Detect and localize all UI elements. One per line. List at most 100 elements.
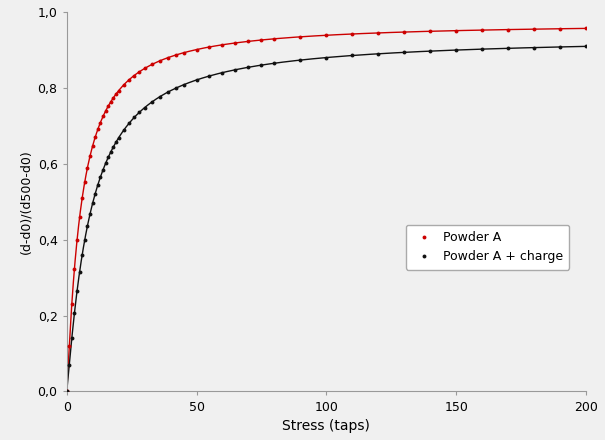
Powder A xyxy=(125,77,132,82)
Powder A + charge xyxy=(81,237,88,242)
Powder A + charge xyxy=(105,155,112,160)
Powder A xyxy=(71,266,78,271)
Powder A + charge xyxy=(322,55,330,60)
Powder A xyxy=(73,238,80,243)
Powder A + charge xyxy=(131,115,138,120)
Powder A xyxy=(113,92,120,97)
Powder A xyxy=(76,214,83,220)
Powder A + charge xyxy=(427,48,434,54)
Powder A xyxy=(141,66,148,71)
Powder A xyxy=(258,37,265,43)
Powder A xyxy=(110,95,117,100)
Powder A xyxy=(374,30,382,36)
Powder A + charge xyxy=(297,58,304,63)
Powder A xyxy=(271,36,278,41)
Powder A xyxy=(65,343,73,348)
Powder A xyxy=(87,154,94,159)
Powder A + charge xyxy=(557,44,564,50)
Powder A xyxy=(427,29,434,34)
Powder A + charge xyxy=(505,46,512,51)
Powder A xyxy=(91,135,99,140)
Powder A + charge xyxy=(73,289,80,294)
Powder A + charge xyxy=(76,269,83,275)
Powder A + charge xyxy=(71,311,78,316)
Powder A xyxy=(115,88,122,93)
Powder A xyxy=(232,40,239,46)
Legend: Powder A, Powder A + charge: Powder A, Powder A + charge xyxy=(405,225,569,270)
Powder A xyxy=(81,179,88,184)
Powder A xyxy=(89,143,96,149)
Powder A + charge xyxy=(113,139,120,145)
Powder A + charge xyxy=(87,211,94,216)
Powder A xyxy=(79,195,86,201)
Line: Powder A + charge: Powder A + charge xyxy=(65,44,588,393)
Powder A xyxy=(453,28,460,33)
Powder A + charge xyxy=(79,252,86,257)
Powder A xyxy=(348,31,356,37)
Powder A xyxy=(136,69,143,74)
X-axis label: Stress (taps): Stress (taps) xyxy=(283,419,370,433)
Powder A xyxy=(107,99,114,104)
Powder A + charge xyxy=(180,82,187,88)
Powder A xyxy=(120,82,128,88)
Powder A xyxy=(505,27,512,32)
Powder A + charge xyxy=(583,44,590,49)
Powder A + charge xyxy=(157,94,164,99)
Powder A xyxy=(149,62,156,67)
Powder A + charge xyxy=(120,128,128,133)
Powder A + charge xyxy=(102,161,110,166)
Powder A + charge xyxy=(65,363,73,368)
Powder A xyxy=(63,389,70,394)
Powder A + charge xyxy=(91,191,99,196)
Powder A + charge xyxy=(99,167,106,172)
Powder A xyxy=(206,44,213,50)
Powder A xyxy=(297,34,304,40)
Powder A xyxy=(97,120,104,125)
Powder A + charge xyxy=(348,53,356,58)
Powder A + charge xyxy=(115,135,122,140)
Powder A xyxy=(94,127,102,132)
Powder A + charge xyxy=(271,61,278,66)
Powder A + charge xyxy=(149,99,156,104)
Powder A xyxy=(131,73,138,78)
Powder A xyxy=(245,39,252,44)
Powder A xyxy=(219,42,226,48)
Powder A + charge xyxy=(219,70,226,75)
Powder A xyxy=(68,301,76,306)
Powder A + charge xyxy=(245,65,252,70)
Powder A xyxy=(99,114,106,119)
Powder A + charge xyxy=(89,201,96,206)
Powder A + charge xyxy=(172,85,179,91)
Powder A xyxy=(583,26,590,31)
Powder A xyxy=(157,58,164,63)
Powder A xyxy=(479,27,486,33)
Powder A xyxy=(193,47,200,52)
Powder A + charge xyxy=(110,144,117,150)
Powder A + charge xyxy=(107,149,114,154)
Powder A xyxy=(105,103,112,109)
Powder A + charge xyxy=(479,47,486,52)
Powder A + charge xyxy=(94,182,102,187)
Powder A + charge xyxy=(97,174,104,180)
Powder A + charge xyxy=(83,224,91,229)
Powder A xyxy=(401,29,408,35)
Line: Powder A: Powder A xyxy=(65,26,588,393)
Powder A + charge xyxy=(193,77,200,83)
Y-axis label: (d-d0)/(d500-d0): (d-d0)/(d500-d0) xyxy=(19,149,32,254)
Powder A xyxy=(322,33,330,38)
Powder A xyxy=(102,108,110,114)
Powder A xyxy=(180,50,187,55)
Powder A xyxy=(165,55,172,60)
Powder A + charge xyxy=(453,48,460,53)
Powder A + charge xyxy=(165,89,172,95)
Powder A xyxy=(557,26,564,31)
Powder A + charge xyxy=(136,110,143,115)
Powder A xyxy=(531,26,538,32)
Powder A + charge xyxy=(63,389,70,394)
Powder A + charge xyxy=(141,105,148,110)
Powder A + charge xyxy=(68,335,76,341)
Powder A + charge xyxy=(531,45,538,50)
Powder A xyxy=(172,52,179,58)
Powder A + charge xyxy=(206,73,213,79)
Powder A xyxy=(83,165,91,171)
